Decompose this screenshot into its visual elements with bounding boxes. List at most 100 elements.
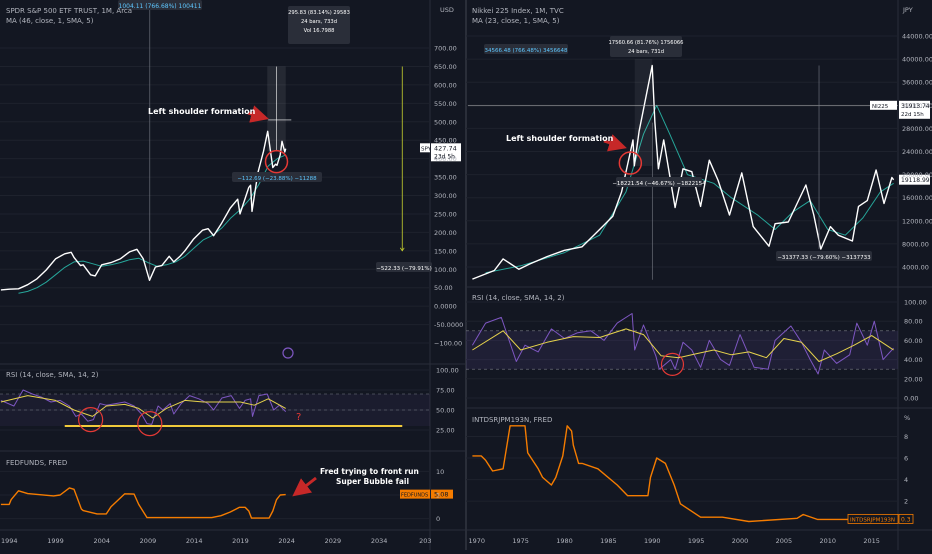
spy-price-tag	[431, 143, 461, 162]
nikkei-measure-top	[484, 44, 568, 54]
nikkei-annotation: Left shoulder formation	[506, 134, 614, 143]
spy-tooltip	[288, 6, 350, 44]
spy-x-tick-label: 2029	[325, 537, 342, 545]
fed-symbol: FEDFUNDS	[401, 493, 428, 499]
spy-symbol-box	[420, 143, 430, 153]
intds-symbol: INTDSRJPM193N	[850, 517, 895, 523]
fed-value: 5.08	[434, 491, 448, 499]
fed-value-tag	[431, 489, 453, 499]
nikkei-rsi-legend: RSI (14, close, SMA, 14, 2)	[472, 294, 565, 302]
nikkei-price-line	[472, 64, 895, 280]
y-tick-label: 400.00	[434, 155, 457, 163]
nikkei-rsi-circle	[660, 352, 685, 376]
spy-rsi-circle-2	[137, 411, 163, 437]
spy-shoulder-arrow	[247, 105, 269, 123]
y-tick-label: 50.00	[434, 284, 453, 292]
y-tick-label: 80.00	[904, 318, 923, 326]
y-tick-label: 60.00	[904, 337, 923, 345]
nikkei-x-tick-label: 1995	[688, 537, 705, 545]
y-tick-label: 24000.00	[902, 148, 932, 156]
y-tick-label: 350.00	[434, 174, 457, 182]
nikkei-measure-top-text: 34566.48 (766.48%) 3456648	[485, 48, 568, 54]
spy-projection-label	[376, 262, 432, 272]
y-tick-label: 4	[904, 476, 908, 484]
y-tick-label: 550.00	[434, 100, 457, 108]
fed-legend: FEDFUNDS, FRED	[6, 459, 67, 467]
y-tick-label: 40000.00	[902, 56, 932, 64]
nikkei-rsi-line	[471, 313, 894, 375]
nikkei-tooltip-text: 17560.66 (81.76%) 1756066	[609, 40, 684, 46]
spy-x-tick-label: 2009	[140, 537, 157, 545]
spy-countdown: 23d 5h	[434, 153, 455, 160]
y-tick-label: 150.00	[434, 247, 457, 255]
spy-shoulder-circle	[264, 149, 289, 174]
spy-title: SPDR S&P 500 ETF TRUST, 1M, Arca	[6, 7, 132, 15]
intds-symbol-box	[847, 513, 899, 524]
y-tick-label: 100.00	[436, 367, 459, 375]
nikkei-rsi-sma-line	[472, 328, 894, 362]
spy-rsi-question: ?	[296, 412, 301, 423]
y-tick-label: 5	[436, 492, 440, 500]
nikkei-price-value: 31913.74	[901, 103, 930, 110]
spy-x-tick-label: 203	[419, 537, 431, 545]
nikkei-x-tick-label: 1985	[600, 537, 617, 545]
y-tick-label: 8	[904, 433, 908, 441]
y-tick-label: 0.00	[904, 395, 918, 403]
intds-value: 0.3	[901, 516, 911, 523]
nikkei-currency: JPY	[902, 6, 913, 14]
y-tick-label: 6	[904, 455, 908, 463]
nikkei-price-tag	[899, 100, 930, 119]
nikkei-measure-bottom	[776, 251, 872, 261]
nikkei-measure-bottom-text: −31377.33 (−79.60%) −3137733	[777, 255, 871, 261]
y-tick-label: 12000.00	[902, 217, 932, 225]
y-tick-label: 50.00	[436, 407, 455, 415]
y-tick-label: -50.0000	[434, 321, 463, 329]
y-tick-label: 4000.00	[902, 264, 929, 272]
nikkei-ma-legend: MA (23, close, 1, SMA, 5)	[472, 17, 560, 25]
nikkei-countdown: 22d 15h	[901, 112, 924, 118]
nikkei-tooltip-text: 24 bars, 731d	[628, 49, 664, 55]
fed-arrow	[292, 476, 317, 497]
y-tick-label: 44000.00	[902, 33, 932, 41]
y-tick-label: 16000.00	[902, 194, 932, 202]
spy-projection-arrow	[399, 247, 405, 252]
spy-x-tick-label: 2024	[278, 537, 295, 545]
spy-currency: USD	[440, 6, 454, 14]
spy-annotation: Left shoulder formation	[148, 107, 256, 116]
nikkei-x-tick-label: 1975	[512, 537, 529, 545]
y-tick-label: 0.0000	[434, 303, 457, 311]
fed-annotation: Fred trying to front run	[320, 467, 419, 476]
y-tick-label: 75.00	[436, 387, 455, 395]
fed-annotation-2: Super Bubble fail	[336, 477, 409, 486]
nikkei-last-tag	[899, 174, 930, 185]
nikkei-measure-zone	[634, 59, 653, 166]
y-tick-label: −100.00	[434, 340, 462, 348]
fed-symbol-box	[400, 489, 430, 499]
intds-value-tag	[898, 513, 914, 524]
nikkei-x-tick-label: 2005	[776, 537, 793, 545]
y-tick-label: 100.00	[434, 266, 457, 274]
nikkei-shoulder-arrow	[603, 134, 627, 152]
spy-measure-top-text: 1004.11 (766.68%) 100411	[119, 3, 202, 10]
spy-price-value: 427.74	[434, 144, 457, 152]
spy-x-tick-label: 1994	[1, 537, 18, 545]
spy-rsi-legend: RSI (14, close, SMA, 14, 2)	[6, 371, 99, 379]
event-icon	[282, 347, 294, 359]
y-tick-label: 100.00	[904, 299, 927, 307]
y-tick-label: 700.00	[434, 45, 457, 53]
spy-x-tick-label: 2004	[93, 537, 110, 545]
y-tick-label: 500.00	[434, 118, 457, 126]
nikkei-measure-mid	[616, 177, 702, 187]
spy-tooltip-text: 24 bars, 733d	[301, 19, 337, 25]
nikkei-x-tick-label: 1990	[644, 537, 661, 545]
nikkei-last-value: 19118.99	[901, 177, 930, 184]
nikkei-x-tick-label: 2010	[820, 537, 837, 545]
fed-line	[0, 487, 286, 519]
y-tick-label: 36000.00	[902, 79, 932, 87]
intds-legend: INTDSRJPM193N, FRED	[472, 416, 552, 424]
spy-projection-label-text: −522.33 (−79.91%)	[376, 266, 431, 272]
spy-x-tick-label: 2034	[371, 537, 388, 545]
y-tick-label: 28000.00	[902, 125, 932, 133]
nikkei-symbol: NI225	[872, 104, 889, 110]
